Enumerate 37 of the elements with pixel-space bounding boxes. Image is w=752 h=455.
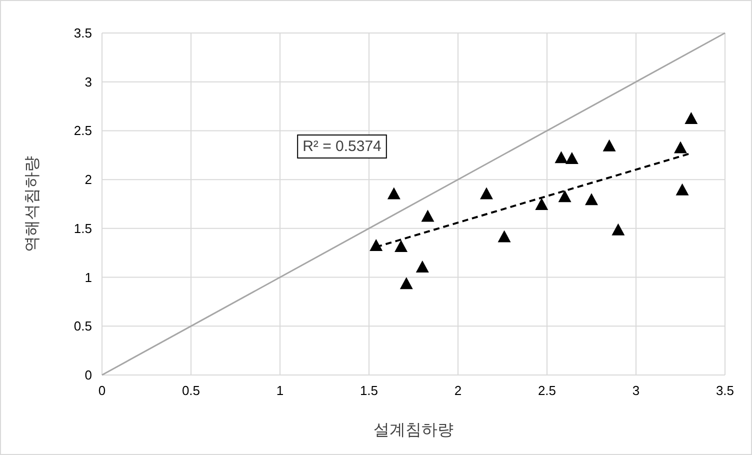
point (370, 239, 383, 252)
point (565, 152, 578, 164)
point (421, 210, 434, 222)
y-tick-label: 1.5 (74, 220, 92, 236)
point (498, 230, 511, 242)
point (558, 190, 572, 202)
x-tick-label: 2 (454, 383, 462, 398)
y-tick-label: 2.5 (74, 123, 92, 138)
point (585, 193, 598, 206)
point (676, 183, 689, 196)
point (684, 112, 698, 124)
y-tick-label: 0.5 (74, 318, 92, 334)
y-tick-label: 1 (84, 270, 92, 285)
point (674, 141, 687, 154)
point (554, 151, 568, 164)
point (480, 187, 493, 200)
x-tick-label: 2.5 (538, 383, 556, 398)
y-tick-label: 0 (84, 368, 92, 382)
point (400, 277, 413, 290)
annotation: R² = 0.5374 (302, 138, 382, 155)
point (387, 187, 400, 200)
point (612, 223, 625, 236)
x-tick-label: 1 (276, 383, 284, 398)
point (535, 198, 548, 210)
point (416, 260, 429, 273)
x-tick-label: 0 (98, 383, 106, 398)
point (602, 139, 616, 152)
y-tick-label: 3.5 (74, 26, 92, 40)
point (394, 240, 408, 252)
x-axis-title: 설계침하량 (374, 422, 454, 439)
x-tick-label: 3 (632, 383, 640, 398)
x-tick-label: 1.5 (360, 383, 378, 398)
x-tick-label: 0.5 (182, 383, 200, 398)
y-axis-title: 역해석침하량 (24, 156, 41, 252)
y-tick-label: 3 (84, 74, 92, 90)
y-tick-label: 2 (84, 172, 92, 188)
x-tick-label: 3.5 (716, 383, 734, 398)
